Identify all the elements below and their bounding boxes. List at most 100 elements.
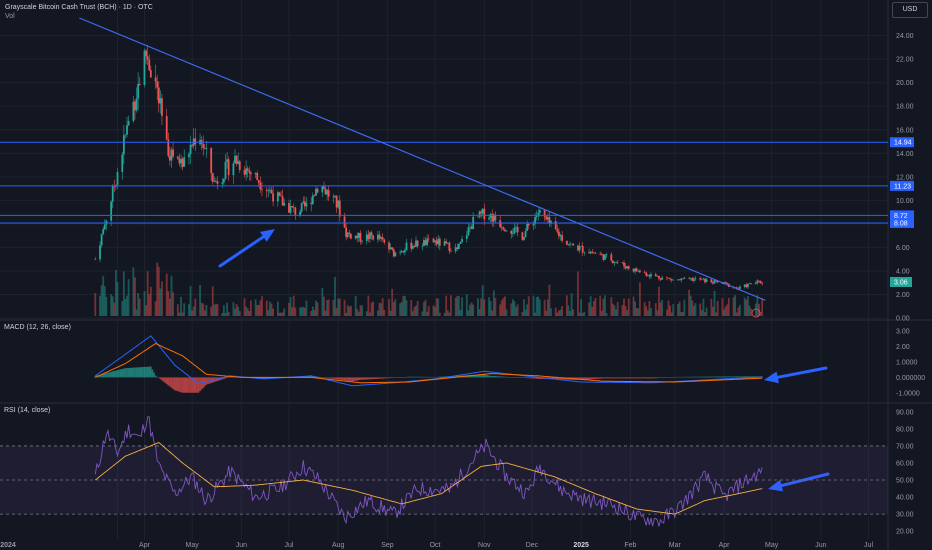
macd-histogram-bar: [707, 376, 709, 378]
rsi-tick-label: 20.00: [896, 529, 914, 536]
volume-bar: [565, 295, 568, 316]
volume-bar: [548, 284, 551, 316]
volume-bar: [754, 303, 757, 316]
candle: [427, 238, 430, 240]
macd-histogram-bar: [469, 375, 471, 378]
macd-histogram-bar: [400, 377, 403, 378]
macd-histogram-bar: [386, 377, 389, 379]
volume-bar: [324, 310, 327, 316]
candle: [627, 266, 630, 269]
macd-histogram-bar: [473, 374, 476, 378]
candle: [532, 223, 535, 226]
macd-histogram-bar: [138, 367, 141, 378]
macd-histogram-bar: [135, 367, 138, 378]
macd-histogram-bar: [323, 377, 325, 378]
candle: [438, 238, 441, 246]
macd-histogram-bar: [731, 376, 733, 378]
candle: [410, 242, 413, 249]
macd-histogram-bar: [137, 367, 139, 378]
x-tick-label: Dec: [526, 542, 539, 549]
volume-bar: [350, 305, 352, 316]
macd-histogram-bar: [405, 376, 408, 378]
candle: [165, 116, 168, 140]
macd-histogram-bar: [683, 376, 686, 378]
macd-histogram-bar: [354, 377, 357, 381]
candle: [291, 206, 294, 208]
volume-bar: [681, 311, 684, 316]
price-tick-label: 14.00: [896, 151, 914, 158]
volume-bar: [756, 295, 759, 316]
candle: [554, 220, 557, 230]
macd-histogram-bar: [346, 377, 349, 381]
volume-bar: [513, 301, 516, 316]
candle: [383, 239, 386, 243]
macd-histogram-bar: [321, 377, 324, 378]
candle: [477, 216, 479, 218]
volume-bar: [721, 298, 724, 316]
candle: [416, 240, 419, 247]
volume-bar: [716, 300, 719, 316]
volume-bar: [613, 305, 616, 316]
volume-bar: [646, 310, 649, 316]
volume-bar: [467, 310, 470, 316]
macd-histogram-bar: [146, 366, 149, 378]
volume-bar: [270, 303, 273, 316]
volume-bar: [559, 309, 562, 316]
candle: [605, 254, 608, 255]
macd-histogram-bar: [691, 376, 694, 378]
volume-bar: [261, 296, 263, 316]
macd-histogram-bar: [599, 377, 601, 379]
candle: [646, 275, 649, 276]
candle: [149, 70, 152, 78]
volume-bar: [343, 299, 346, 316]
volume-bar: [602, 298, 605, 316]
macd-histogram-bar: [520, 377, 522, 378]
volume-bar: [281, 312, 284, 316]
macd-histogram-bar: [353, 377, 355, 382]
volume-bar: [383, 309, 386, 316]
candle: [692, 278, 695, 281]
candle: [681, 278, 684, 280]
candle: [194, 138, 197, 145]
volume-bar: [170, 275, 173, 316]
rsi-tick-label: 90.00: [896, 409, 914, 416]
candle: [280, 195, 282, 197]
volume-bar: [610, 297, 613, 316]
annotation-arrow-head: [768, 479, 784, 492]
volume-bar: [346, 305, 349, 316]
macd-histogram-bar: [121, 368, 124, 378]
volume-bar: [739, 304, 741, 316]
candle: [500, 226, 503, 228]
volume-bar: [354, 295, 357, 316]
volume-bar: [545, 310, 548, 316]
x-tick-label: Jun: [815, 542, 826, 549]
volume-bar: [446, 310, 449, 316]
volume-bar: [558, 310, 560, 316]
macd-histogram-bar: [369, 377, 371, 380]
macd-histogram-bar: [624, 377, 627, 379]
macd-histogram-bar: [377, 377, 379, 379]
candle: [626, 266, 629, 269]
macd-histogram-bar: [742, 376, 744, 378]
currency-button[interactable]: USD: [892, 2, 928, 18]
volume-bar: [480, 298, 483, 316]
volume-bar: [580, 299, 583, 316]
volume-bar: [235, 304, 238, 316]
volume-bar: [154, 301, 157, 316]
macd-histogram-bar: [680, 376, 682, 378]
candle: [572, 243, 575, 246]
macd-histogram-bar: [493, 376, 495, 378]
price-tick-label: 6.00: [896, 245, 910, 252]
price-tick-label: 16.00: [896, 127, 914, 134]
macd-histogram-bar: [670, 377, 673, 378]
candle: [446, 242, 449, 244]
candle: [632, 268, 635, 272]
candle: [116, 172, 119, 185]
macd-histogram-bar: [481, 374, 484, 378]
macd-histogram-bar: [504, 376, 506, 378]
candle: [634, 268, 637, 272]
macd-histogram-bar: [340, 377, 343, 380]
volume-bar: [172, 292, 174, 316]
candle: [457, 243, 460, 250]
